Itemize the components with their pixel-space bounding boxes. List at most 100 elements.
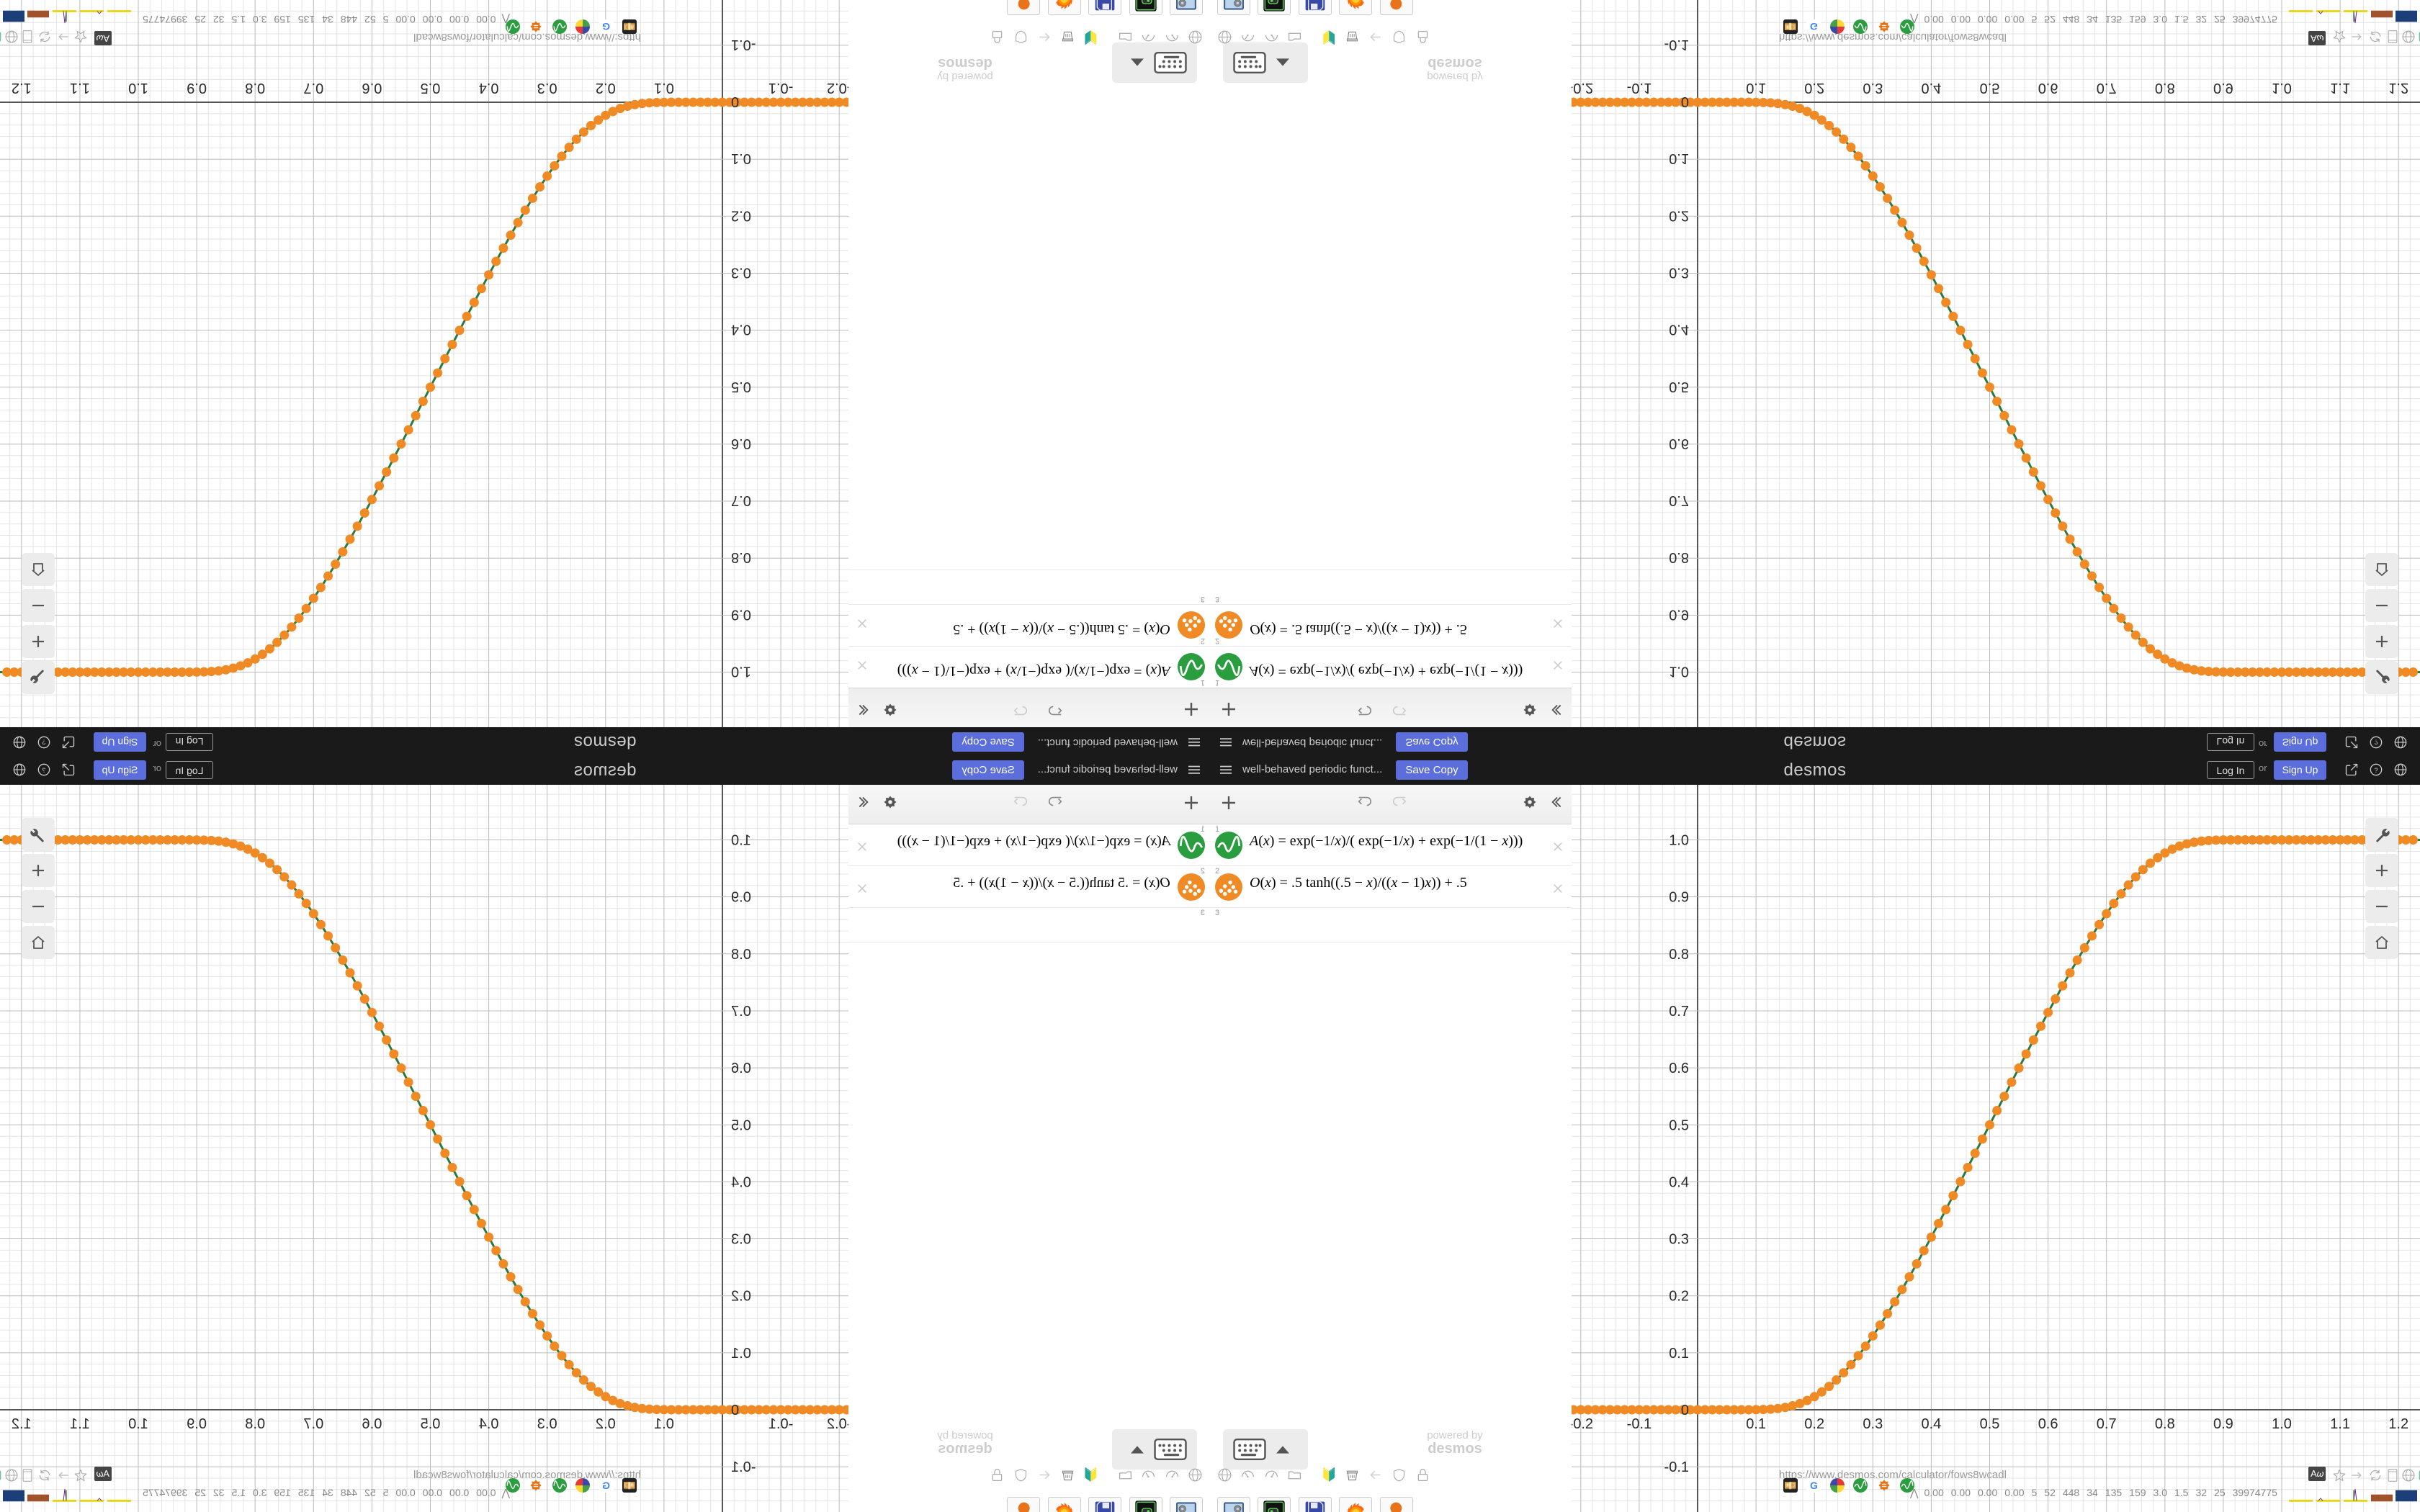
svg-text:0.3: 0.3 [1863,80,1883,96]
svg-text:0.6: 0.6 [2038,1416,2058,1432]
svg-text:0.1: 0.1 [731,1346,751,1362]
svg-text:0.3: 0.3 [1863,1416,1883,1432]
svg-text:0.4: 0.4 [1669,1174,1689,1190]
svg-text:0.5: 0.5 [421,1416,441,1432]
svg-text:1.0: 1.0 [128,80,148,96]
svg-text:0.7: 0.7 [731,492,751,508]
svg-text:0: 0 [1681,94,1689,109]
svg-text:1.2: 1.2 [12,1416,32,1432]
svg-text:-0.1: -0.1 [768,1416,793,1432]
svg-text:0.8: 0.8 [731,947,751,963]
svg-text:0.8: 0.8 [245,80,265,96]
svg-text:0.4: 0.4 [731,1174,751,1190]
svg-text:1.0: 1.0 [2272,1416,2292,1432]
svg-text:0.3: 0.3 [537,1416,557,1432]
svg-text:0.1: 0.1 [1669,1346,1689,1362]
svg-text:0.1: 0.1 [654,1416,674,1432]
svg-text:1.0: 1.0 [128,1416,148,1432]
svg-text:0.7: 0.7 [731,1004,751,1020]
svg-text:0.2: 0.2 [596,80,616,96]
svg-text:-0.1: -0.1 [1664,1459,1689,1475]
svg-text:0.3: 0.3 [731,264,751,280]
svg-text:0.7: 0.7 [1669,1004,1689,1020]
svg-text:0.5: 0.5 [731,1117,751,1133]
svg-text:0.3: 0.3 [537,80,557,96]
svg-text:0.2: 0.2 [731,207,751,223]
svg-text:0.6: 0.6 [1669,1061,1689,1076]
svg-text:-0.1: -0.1 [1627,1416,1652,1432]
svg-text:0.1: 0.1 [654,80,674,96]
svg-text:0.1: 0.1 [731,150,751,166]
svg-text:0.4: 0.4 [479,1416,499,1432]
svg-text:0.5: 0.5 [1980,80,2000,96]
svg-text:0.5: 0.5 [731,379,751,395]
svg-text:-0.1: -0.1 [768,80,793,96]
svg-text:0.6: 0.6 [2038,80,2058,96]
svg-text:0.6: 0.6 [362,1416,382,1432]
svg-text:0.2: 0.2 [1804,80,1824,96]
svg-text:0.2: 0.2 [596,1416,616,1432]
svg-text:-0.1: -0.1 [1664,37,1689,53]
svg-text:0.9: 0.9 [2213,1416,2233,1432]
svg-text:1.0: 1.0 [731,664,751,680]
svg-text:0.9: 0.9 [731,890,751,906]
svg-text:0.4: 0.4 [731,322,751,338]
svg-text:0.8: 0.8 [1669,549,1689,565]
svg-text:0.8: 0.8 [2155,80,2175,96]
svg-text:0.2: 0.2 [1669,1289,1689,1305]
svg-text:0.4: 0.4 [479,80,499,96]
svg-text:1.1: 1.1 [2330,1416,2350,1432]
svg-text:0.9: 0.9 [1669,890,1689,906]
svg-text:-0.1: -0.1 [731,37,756,53]
svg-text:1.0: 1.0 [731,833,751,849]
svg-text:0.1: 0.1 [1746,80,1766,96]
svg-text:0.4: 0.4 [1921,1416,1941,1432]
svg-text:-0.1: -0.1 [731,1459,756,1475]
svg-text:0.9: 0.9 [731,606,751,622]
svg-text:1.1: 1.1 [70,1416,90,1432]
svg-text:0.8: 0.8 [1669,947,1689,963]
svg-text:-0.2: -0.2 [1572,80,1593,96]
svg-text:-0.2: -0.2 [827,1416,848,1432]
svg-text:0.7: 0.7 [2097,80,2117,96]
svg-text:-0.2: -0.2 [827,80,848,96]
svg-text:?: ? [2374,767,2378,774]
svg-text:0.4: 0.4 [1669,322,1689,338]
svg-text:0: 0 [731,1403,739,1418]
svg-text:0.2: 0.2 [1669,207,1689,223]
svg-text:0.5: 0.5 [421,80,441,96]
svg-text:0.5: 0.5 [1669,379,1689,395]
svg-text:0.9: 0.9 [1669,606,1689,622]
svg-text:0.2: 0.2 [1804,1416,1824,1432]
svg-text:?: ? [42,767,45,774]
svg-text:?: ? [2374,738,2378,745]
svg-text:1.1: 1.1 [2330,80,2350,96]
svg-text:0.3: 0.3 [1669,1232,1689,1248]
svg-text:0: 0 [1681,1403,1689,1418]
svg-text:0.5: 0.5 [1669,1117,1689,1133]
svg-text:0.9: 0.9 [2213,80,2233,96]
svg-text:0.9: 0.9 [187,80,207,96]
svg-text:0.6: 0.6 [731,436,751,451]
svg-text:0.7: 0.7 [303,80,323,96]
svg-text:1.1: 1.1 [70,80,90,96]
svg-text:0.8: 0.8 [245,1416,265,1432]
svg-text:1.0: 1.0 [1669,833,1689,849]
svg-text:0.7: 0.7 [2097,1416,2117,1432]
svg-text:-0.1: -0.1 [1627,80,1652,96]
svg-text:0.6: 0.6 [362,80,382,96]
svg-text:0.4: 0.4 [1921,80,1941,96]
svg-text:0.9: 0.9 [187,1416,207,1432]
svg-text:0: 0 [731,94,739,109]
svg-text:1.2: 1.2 [12,80,32,96]
svg-text:0.1: 0.1 [1746,1416,1766,1432]
svg-text:0.7: 0.7 [1669,492,1689,508]
svg-text:0.7: 0.7 [303,1416,323,1432]
svg-text:?: ? [42,738,45,745]
svg-text:0.3: 0.3 [731,1232,751,1248]
svg-text:0.8: 0.8 [731,549,751,565]
svg-text:0.6: 0.6 [731,1061,751,1076]
svg-text:1.2: 1.2 [2388,1416,2408,1432]
svg-text:0.8: 0.8 [2155,1416,2175,1432]
svg-text:1.2: 1.2 [2388,80,2408,96]
